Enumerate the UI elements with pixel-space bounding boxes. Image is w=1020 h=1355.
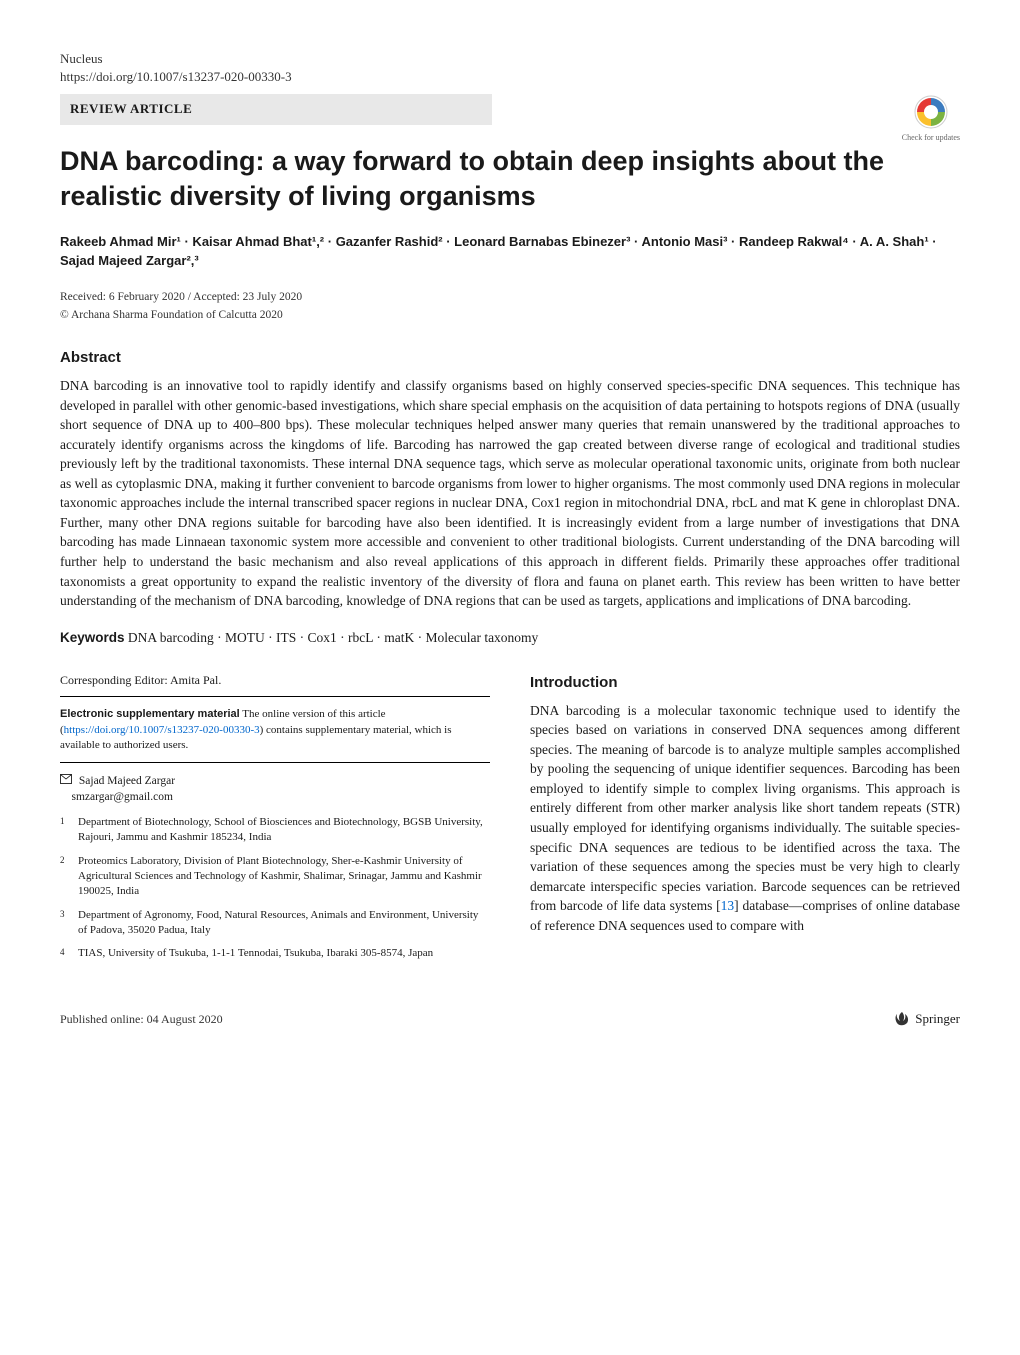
corr-author-email[interactable]: smzargar@gmail.com: [72, 791, 173, 803]
article-type-label: REVIEW ARTICLE: [60, 94, 492, 124]
corr-author-name: Sajad Majeed Zargar: [79, 775, 175, 787]
corresponding-editor: Corresponding Editor: Amita Pal.: [60, 672, 490, 698]
crossmark-icon: [913, 94, 949, 130]
introduction-text: DNA barcoding is a molecular taxonomic t…: [530, 701, 960, 936]
envelope-icon: [60, 773, 72, 789]
keywords-text: DNA barcoding · MOTU · ITS · Cox1 · rbcL…: [128, 630, 538, 645]
abstract-text: DNA barcoding is an innovative tool to r…: [60, 376, 960, 611]
affiliation-item: 3Department of Agronomy, Food, Natural R…: [60, 908, 490, 939]
ref-13-link[interactable]: 13: [721, 898, 735, 913]
affiliation-number: 1: [60, 815, 78, 846]
author-list: Rakeeb Ahmad Mir¹ · Kaisar Ahmad Bhat¹,²…: [60, 232, 960, 271]
affiliation-number: 2: [60, 854, 78, 900]
supp-label: Electronic supplementary material: [60, 708, 240, 720]
intro-text-1: DNA barcoding is a molecular taxonomic t…: [530, 703, 960, 914]
article-title: DNA barcoding: a way forward to obtain d…: [60, 144, 960, 214]
affiliation-text: Department of Biotechnology, School of B…: [78, 815, 490, 846]
introduction-heading: Introduction: [530, 672, 960, 693]
affiliation-item: 1Department of Biotechnology, School of …: [60, 815, 490, 846]
supp-doi-link[interactable]: https://doi.org/10.1007/s13237-020-00330…: [64, 724, 260, 736]
publisher-logo: Springer: [893, 1010, 960, 1028]
affiliation-text: Proteomics Laboratory, Division of Plant…: [78, 854, 490, 900]
abstract-heading: Abstract: [60, 347, 960, 368]
check-updates-text: Check for updates: [902, 133, 960, 142]
affiliation-number: 3: [60, 908, 78, 939]
doi-link[interactable]: https://doi.org/10.1007/s13237-020-00330…: [60, 68, 292, 86]
keywords-line: Keywords DNA barcoding · MOTU · ITS · Co…: [60, 629, 960, 648]
affiliation-item: 2Proteomics Laboratory, Division of Plan…: [60, 854, 490, 900]
affiliation-number: 4: [60, 946, 78, 961]
journal-name: Nucleus: [60, 50, 292, 68]
affiliation-text: Department of Agronomy, Food, Natural Re…: [78, 908, 490, 939]
check-updates-badge[interactable]: Check for updates: [902, 94, 960, 143]
published-online-date: Published online: 04 August 2020: [60, 1011, 223, 1028]
keywords-label: Keywords: [60, 630, 125, 645]
received-accepted-dates: Received: 6 February 2020 / Accepted: 23…: [60, 289, 960, 305]
publisher-name: Springer: [915, 1010, 960, 1028]
springer-icon: [893, 1010, 911, 1028]
supplementary-material-note: Electronic supplementary material The on…: [60, 707, 490, 762]
affiliation-item: 4TIAS, University of Tsukuba, 1-1-1 Tenn…: [60, 946, 490, 961]
affiliation-text: TIAS, University of Tsukuba, 1-1-1 Tenno…: [78, 946, 433, 961]
corresponding-author: Sajad Majeed Zargar smzargar@gmail.com: [60, 773, 490, 805]
copyright-notice: © Archana Sharma Foundation of Calcutta …: [60, 307, 960, 323]
